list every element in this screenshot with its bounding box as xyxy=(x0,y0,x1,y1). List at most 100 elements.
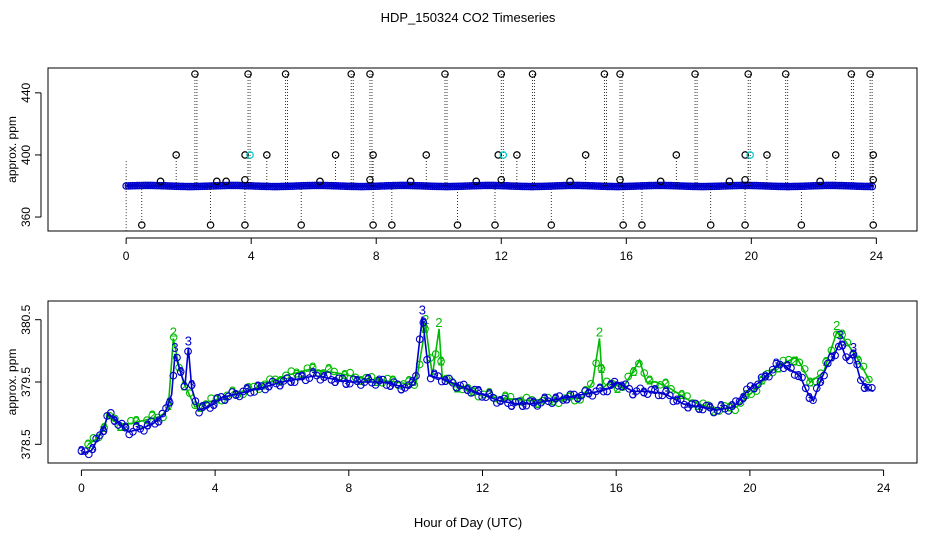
series-2-peak-label: 2 xyxy=(596,324,603,339)
series-3-marker-label: 3 xyxy=(497,393,504,408)
series-3-point xyxy=(687,400,696,408)
series-2-marker-label: 2 xyxy=(84,436,91,451)
series-2-peak-label: 2 xyxy=(170,324,177,339)
series-2-peak-label: 2 xyxy=(435,315,442,330)
series-2-point xyxy=(84,440,92,449)
series-3-point xyxy=(345,379,354,388)
series-3-point xyxy=(739,394,748,402)
series-3-point xyxy=(375,376,384,385)
outlier-400-point xyxy=(869,151,878,159)
series-3-marker-label: 3 xyxy=(795,368,802,383)
series-3-point xyxy=(209,401,218,409)
series-3-marker-label: 3 xyxy=(155,414,162,429)
series-2-point xyxy=(362,373,371,382)
outlier-400-point xyxy=(172,151,180,159)
outlier-400-point xyxy=(741,151,750,159)
outlier-400-point xyxy=(241,151,249,159)
series-3-point xyxy=(798,373,806,382)
series-3-point xyxy=(559,396,567,404)
outlier-low-point xyxy=(297,221,305,229)
series-3-marker-label: 3 xyxy=(486,386,493,401)
series-3-point xyxy=(84,450,93,459)
series-2-point xyxy=(169,333,178,342)
panel-2-y-tick-label: 379.5 xyxy=(19,367,33,397)
series-2-marker-label: 2 xyxy=(213,391,220,406)
series-3-point xyxy=(121,423,130,432)
series-3-point xyxy=(187,381,196,390)
series-3-marker-label: 3 xyxy=(640,384,647,399)
series-3-point xyxy=(787,364,795,372)
outlier-400-cyan-point xyxy=(499,151,508,159)
series-3-point xyxy=(820,371,828,380)
slightly-high-point xyxy=(222,177,230,186)
series-3-marker-label: 3 xyxy=(839,337,846,352)
panel-2-y-tick-label: 378.5 xyxy=(19,429,33,459)
series-3-point xyxy=(129,427,137,436)
series-2-marker-label: 2 xyxy=(518,394,525,409)
panel-1-x-tick-label: 16 xyxy=(620,249,634,263)
outlier-high-point xyxy=(847,70,856,78)
series-2-point xyxy=(661,379,670,388)
series-3-marker-label: 3 xyxy=(751,380,758,395)
outlier-low-point xyxy=(369,221,377,229)
series-3-point xyxy=(213,394,222,402)
slightly-high-point xyxy=(156,177,165,186)
series-2-point xyxy=(656,380,665,389)
outlier-high-point xyxy=(366,70,374,78)
series-3-point xyxy=(577,391,586,400)
series-3-point xyxy=(625,384,634,393)
series-3-marker-label: 3 xyxy=(718,398,725,413)
series-3-marker-label: 3 xyxy=(585,385,592,400)
series-2-marker-label: 2 xyxy=(742,387,749,402)
series-3-point xyxy=(88,445,97,454)
series-2-point xyxy=(790,357,798,366)
series-3-point xyxy=(709,408,718,417)
outlier-high-point xyxy=(600,70,609,78)
series-2-marker-label: 2 xyxy=(822,354,829,369)
series-3-point xyxy=(390,378,398,386)
slightly-high-point xyxy=(316,177,324,186)
series-3-point xyxy=(603,387,612,396)
series-2-marker-label: 2 xyxy=(486,385,493,400)
outlier-low-point xyxy=(547,221,556,229)
series-3-point xyxy=(268,377,277,386)
series-3-point xyxy=(287,377,295,386)
outlier-high-point xyxy=(191,70,199,78)
panel-2-x-tick-label: 0 xyxy=(78,481,85,495)
series-2-point xyxy=(795,358,804,367)
series-3-point xyxy=(588,391,597,400)
series-3-point xyxy=(864,383,873,392)
series-3-marker-label: 3 xyxy=(530,394,537,409)
series-3-point xyxy=(647,386,656,394)
series-2-marker-label: 2 xyxy=(582,383,589,398)
outlier-high-point xyxy=(528,70,537,78)
series-2-marker-label: 2 xyxy=(598,361,605,376)
outlier-400-point xyxy=(672,151,681,159)
series-3-point xyxy=(816,378,825,386)
series-3-marker-label: 3 xyxy=(210,397,217,412)
outlier-400-point xyxy=(494,151,503,159)
outlier-high-point xyxy=(497,70,506,78)
series-3-point xyxy=(250,388,259,396)
panel-1-x-tick-label: 8 xyxy=(373,249,380,263)
series-2-point xyxy=(838,330,846,339)
series-2-point xyxy=(517,397,526,406)
chart-title: HDP_150324 CO2 Timeseries xyxy=(381,10,556,25)
outlier-low-point xyxy=(619,221,627,229)
panel-2-x-tick-label: 12 xyxy=(476,481,490,495)
series-3-marker-label: 3 xyxy=(365,371,372,386)
series-2-marker-label: 2 xyxy=(790,353,797,368)
series-2-marker-label: 2 xyxy=(421,321,428,336)
series-3-point xyxy=(548,399,556,408)
series-2-point xyxy=(351,373,360,382)
series-3-point xyxy=(393,380,402,389)
series-3-point xyxy=(500,394,509,403)
outlier-low-point xyxy=(206,221,215,229)
series-3-marker-label: 3 xyxy=(111,413,118,428)
series-3-point xyxy=(235,392,244,401)
outlier-low-point xyxy=(241,221,249,229)
outlier-high-point xyxy=(347,70,356,78)
series-3-marker-label: 3 xyxy=(784,358,791,373)
series-3-point xyxy=(673,396,681,405)
outlier-low-point xyxy=(491,221,499,229)
